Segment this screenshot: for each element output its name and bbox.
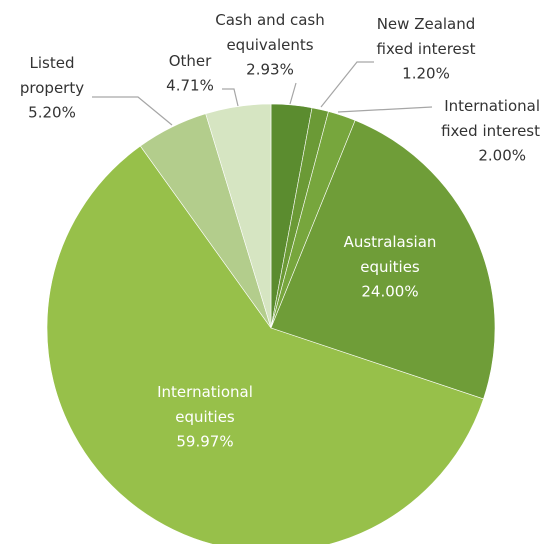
leader-lines (92, 61, 433, 126)
leader-line (337, 106, 433, 113)
leader-line (92, 96, 173, 126)
pie-slice (270, 120, 496, 400)
pie-slice (46, 145, 484, 544)
value-label: 24.00% (361, 283, 418, 301)
leader-line (222, 88, 239, 107)
category-label: Listed property (20, 54, 84, 97)
pie-slice (205, 103, 272, 329)
category-label: Cash and cash equivalents (215, 11, 325, 54)
value-label: 2.00% (478, 147, 526, 165)
leader-line (320, 61, 374, 108)
value-label: 4.71% (166, 77, 214, 95)
category-label: Other (169, 52, 212, 70)
category-label: New Zealand fixed interest (377, 15, 476, 58)
value-label: 1.20% (402, 65, 450, 83)
category-label: International equities (157, 383, 253, 426)
category-label: International fixed interest (441, 97, 540, 140)
leader-line (289, 82, 297, 105)
value-label: 59.97% (176, 433, 233, 451)
category-label: Australasian equities (344, 233, 437, 276)
value-label: 2.93% (246, 61, 294, 79)
value-label: 5.20% (28, 104, 76, 122)
